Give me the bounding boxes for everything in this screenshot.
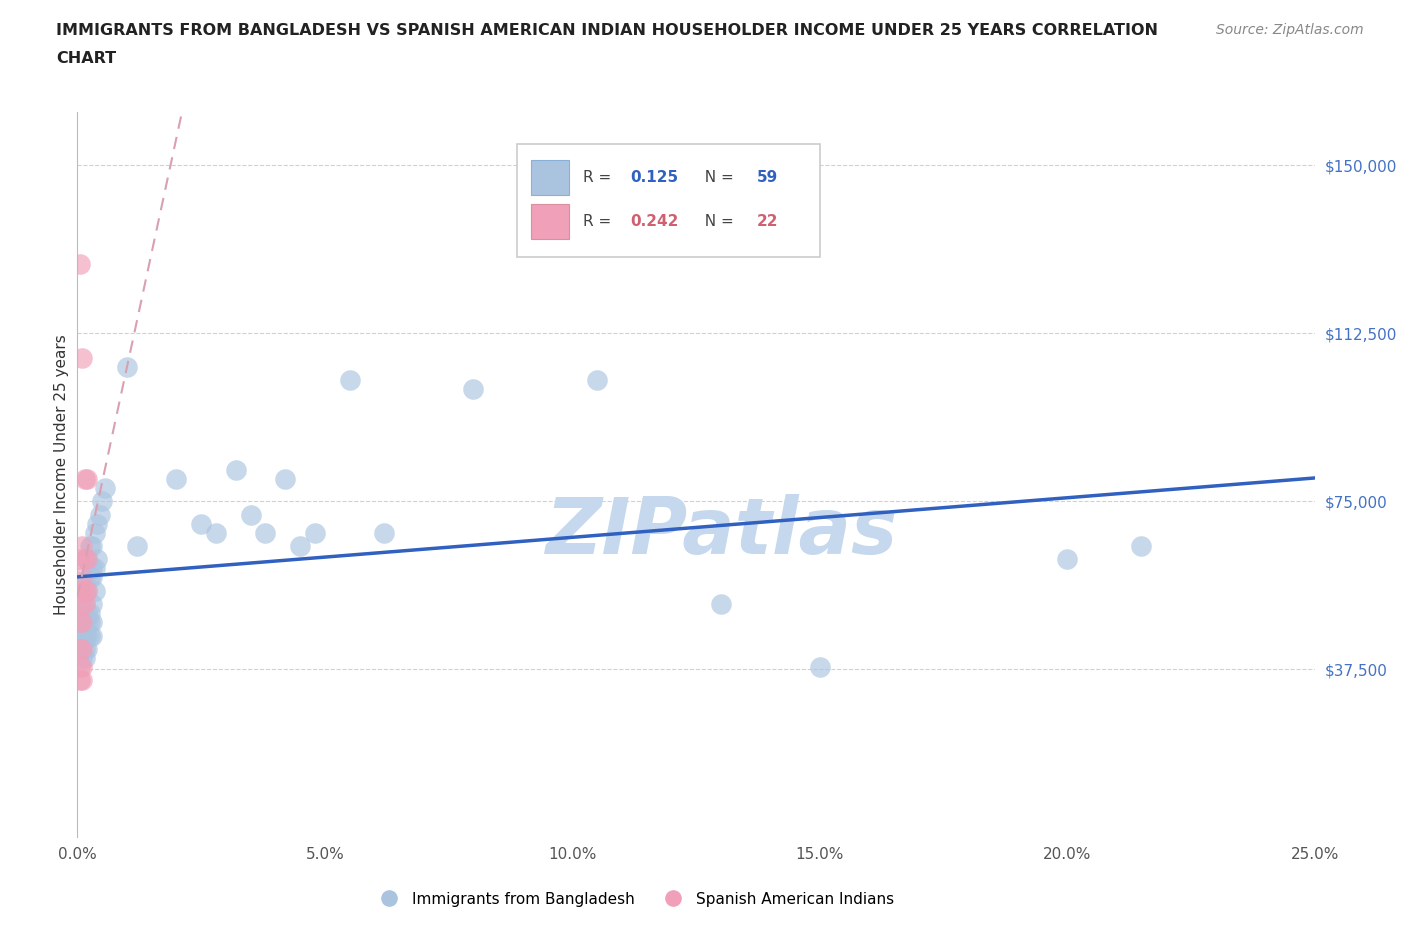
Legend: Immigrants from Bangladesh, Spanish American Indians: Immigrants from Bangladesh, Spanish Amer… — [368, 885, 900, 912]
Point — [73, 472, 96, 486]
Point — [205, 525, 228, 540]
Point — [125, 538, 148, 553]
Point — [115, 359, 138, 374]
FancyBboxPatch shape — [516, 144, 820, 257]
Point — [79, 538, 101, 553]
Point — [69, 642, 91, 657]
Point — [76, 615, 98, 630]
Point — [73, 575, 96, 590]
Point — [91, 494, 114, 509]
Text: N =: N = — [695, 170, 738, 185]
Point — [76, 628, 98, 643]
Point — [304, 525, 326, 540]
Point — [73, 642, 96, 657]
Point — [79, 605, 101, 620]
Point — [79, 570, 101, 585]
Point — [76, 472, 98, 486]
Point — [72, 570, 94, 585]
Text: 59: 59 — [756, 170, 778, 185]
Point — [83, 583, 105, 598]
Point — [72, 538, 94, 553]
Y-axis label: Householder Income Under 25 years: Householder Income Under 25 years — [53, 334, 69, 615]
Point — [76, 551, 98, 566]
Text: 0.242: 0.242 — [630, 214, 679, 229]
Point — [1130, 538, 1153, 553]
Point — [83, 561, 105, 576]
Point — [83, 525, 105, 540]
Point — [72, 628, 94, 643]
Point — [93, 480, 115, 495]
Point — [339, 373, 361, 388]
Point — [76, 642, 98, 657]
Point — [76, 605, 98, 620]
Point — [76, 583, 98, 598]
Point — [82, 628, 104, 643]
Point — [73, 551, 96, 566]
Text: ZIPatlas: ZIPatlas — [544, 495, 897, 570]
Point — [72, 642, 94, 657]
Point — [73, 650, 96, 665]
Point — [89, 507, 111, 522]
Bar — [531, 160, 568, 195]
Text: N =: N = — [695, 214, 738, 229]
Point — [72, 605, 94, 620]
Point — [73, 615, 96, 630]
Point — [82, 561, 104, 576]
Point — [69, 642, 91, 657]
Text: IMMIGRANTS FROM BANGLADESH VS SPANISH AMERICAN INDIAN HOUSEHOLDER INCOME UNDER 2: IMMIGRANTS FROM BANGLADESH VS SPANISH AM… — [56, 23, 1159, 38]
Text: Source: ZipAtlas.com: Source: ZipAtlas.com — [1216, 23, 1364, 37]
Point — [72, 642, 94, 657]
Point — [82, 538, 104, 553]
Point — [82, 615, 104, 630]
Point — [373, 525, 395, 540]
Point — [69, 672, 91, 687]
Point — [69, 615, 91, 630]
Point — [72, 672, 94, 687]
Point — [239, 507, 262, 522]
Point — [82, 570, 104, 585]
Point — [73, 597, 96, 612]
Point — [73, 628, 96, 643]
Point — [190, 516, 212, 531]
Text: CHART: CHART — [56, 51, 117, 66]
Point — [72, 659, 94, 674]
Point — [69, 257, 91, 272]
Point — [463, 382, 485, 397]
Point — [73, 597, 96, 612]
Point — [79, 615, 101, 630]
Point — [254, 525, 277, 540]
Point — [586, 373, 609, 388]
Point — [710, 597, 733, 612]
Point — [69, 628, 91, 643]
Point — [288, 538, 311, 553]
Point — [86, 516, 108, 531]
Text: R =: R = — [583, 214, 616, 229]
Text: R =: R = — [583, 170, 616, 185]
Point — [69, 551, 91, 566]
Point — [69, 659, 91, 674]
Point — [82, 597, 104, 612]
Point — [72, 597, 94, 612]
Point — [69, 597, 91, 612]
Point — [69, 583, 91, 598]
Point — [808, 659, 831, 674]
Point — [76, 583, 98, 598]
Point — [72, 351, 94, 365]
Text: 0.125: 0.125 — [630, 170, 679, 185]
Point — [72, 615, 94, 630]
Point — [225, 462, 247, 477]
Point — [79, 628, 101, 643]
Point — [76, 551, 98, 566]
Point — [86, 551, 108, 566]
Point — [73, 583, 96, 598]
Point — [72, 650, 94, 665]
Bar — [531, 204, 568, 239]
Text: 22: 22 — [756, 214, 778, 229]
Point — [1056, 551, 1078, 566]
Point — [69, 575, 91, 590]
Point — [165, 472, 187, 486]
Point — [69, 615, 91, 630]
Point — [274, 472, 297, 486]
